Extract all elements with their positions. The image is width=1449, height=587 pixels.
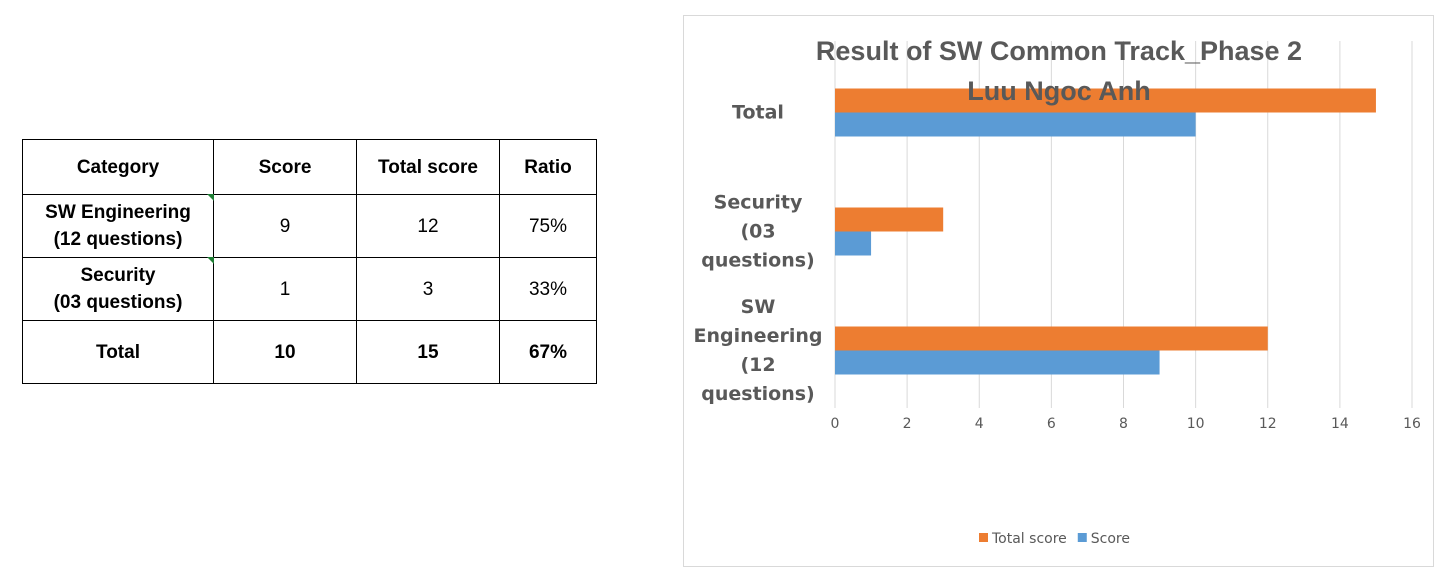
legend-label-score: Score [1091,531,1130,547]
category-label-sw-line-2: (12 [740,354,775,376]
bar-score-total [835,112,1196,137]
category-count: (12 questions) [53,229,183,250]
cell-category-sw-engineering: SW Engineering (12 questions) [22,194,214,258]
score-table: Category Score Total score Ratio SW Engi… [22,139,597,384]
category-label-security-line-0: Security [714,192,803,214]
bar-score-sw [835,350,1160,375]
cell-ratio: 67% [499,320,597,384]
table-row-security: Security (03 questions) 1 3 33% [22,257,597,321]
x-tick-label-4: 4 [975,416,984,432]
cell-score: 1 [213,257,357,321]
chart-area: 0 2 4 6 8 10 12 14 16 Total Security (03 questions)… [683,15,1434,567]
bar-chart: 0 2 4 6 8 10 12 14 16 Total Security (03 questions)… [694,36,1421,547]
cell-note-indicator [207,257,214,264]
x-tick-label-16: 16 [1403,416,1421,432]
category-label-security-line-1: (03 [740,221,775,243]
cell-total-score: 3 [356,257,500,321]
category-name: SW Engineering [45,202,191,223]
cell-score: 10 [213,320,357,384]
chart-title: Result of SW Common Track_Phase 2 [816,36,1302,66]
table-row-total: Total 10 15 67% [22,320,597,384]
cell-note-indicator [207,194,214,201]
category-count: (03 questions) [53,292,183,313]
header-ratio: Ratio [499,139,597,195]
category-label-sw-line-0: SW [741,296,776,318]
legend-label-total-score: Total score [991,531,1067,547]
x-tick-label-10: 10 [1187,416,1205,432]
cell-category-security: Security (03 questions) [22,257,214,321]
bar-total-score-total [835,88,1376,113]
cell-ratio: 75% [499,194,597,258]
x-tick-label-6: 6 [1047,416,1056,432]
cell-total-score: 12 [356,194,500,258]
category-label-sw-line-1: Engineering [694,325,823,347]
header-score: Score [213,139,357,195]
cell-score: 9 [213,194,357,258]
cell-total-score: 15 [356,320,500,384]
cell-ratio: 33% [499,257,597,321]
legend-swatch-score [1077,533,1087,542]
header-total-score: Total score [356,139,500,195]
x-tick-label-14: 14 [1331,416,1349,432]
category-label-sw-line-3: questions) [701,383,815,405]
category-label-total-line-0: Total [732,102,784,124]
cell-category-total: Total [22,320,214,384]
x-tick-label-0: 0 [831,416,840,432]
table-row-sw-engineering: SW Engineering (12 questions) 9 12 75% [22,194,597,258]
bar-score-security [835,231,872,256]
table-header-row: Category Score Total score Ratio [22,139,597,195]
x-tick-label-8: 8 [1119,416,1128,432]
legend-swatch-total-score [979,533,988,542]
category-name: Security [80,265,156,286]
x-tick-label-2: 2 [903,416,912,432]
chart-subtitle: Luu Ngoc Anh [967,76,1150,106]
x-tick-label-12: 12 [1259,416,1277,432]
category-label-security-line-2: questions) [701,250,815,272]
header-category: Category [22,139,214,195]
bar-total-score-sw [835,326,1268,351]
bar-total-score-security [835,207,944,232]
